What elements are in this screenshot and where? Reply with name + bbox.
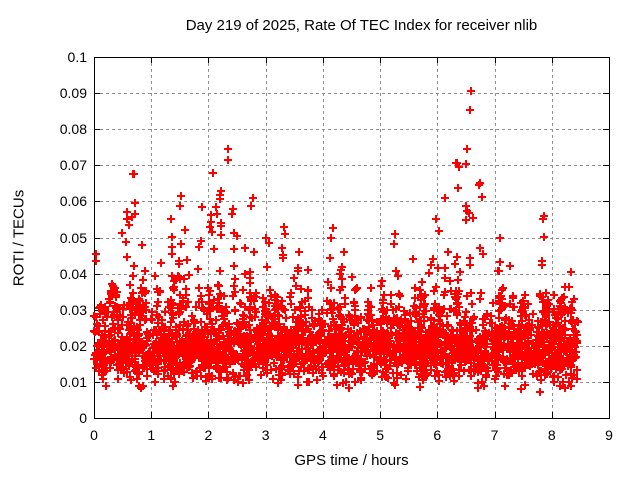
x-tick-label: 6 xyxy=(433,427,442,443)
y-tick-label: 0.01 xyxy=(59,373,87,390)
y-tick-label: 0.07 xyxy=(59,157,87,174)
x-tick-label: 3 xyxy=(261,427,270,443)
x-axis-title: GPS time / hours xyxy=(294,452,409,469)
x-tick-label: 1 xyxy=(147,427,156,443)
y-tick-label: 0.05 xyxy=(59,229,87,246)
y-tick-label: 0.09 xyxy=(59,85,87,102)
y-tick-label: 0.03 xyxy=(59,301,87,318)
y-tick-label: 0.04 xyxy=(59,265,87,282)
y-tick-label: 0 xyxy=(79,410,87,426)
x-tick-label: 2 xyxy=(204,427,213,443)
y-tick-label: 0.02 xyxy=(59,337,87,354)
x-tick-label: 8 xyxy=(547,427,556,443)
x-tick-label: 9 xyxy=(605,427,613,443)
y-tick-label: 0.1 xyxy=(67,49,87,65)
y-tick-label: 0.06 xyxy=(59,193,87,210)
x-tick-label: 7 xyxy=(490,427,499,443)
x-tick-label: 4 xyxy=(318,427,327,443)
x-tick-label: 0 xyxy=(90,427,98,443)
x-tick-label: 5 xyxy=(376,427,384,443)
y-tick-label: 0.08 xyxy=(59,121,87,138)
